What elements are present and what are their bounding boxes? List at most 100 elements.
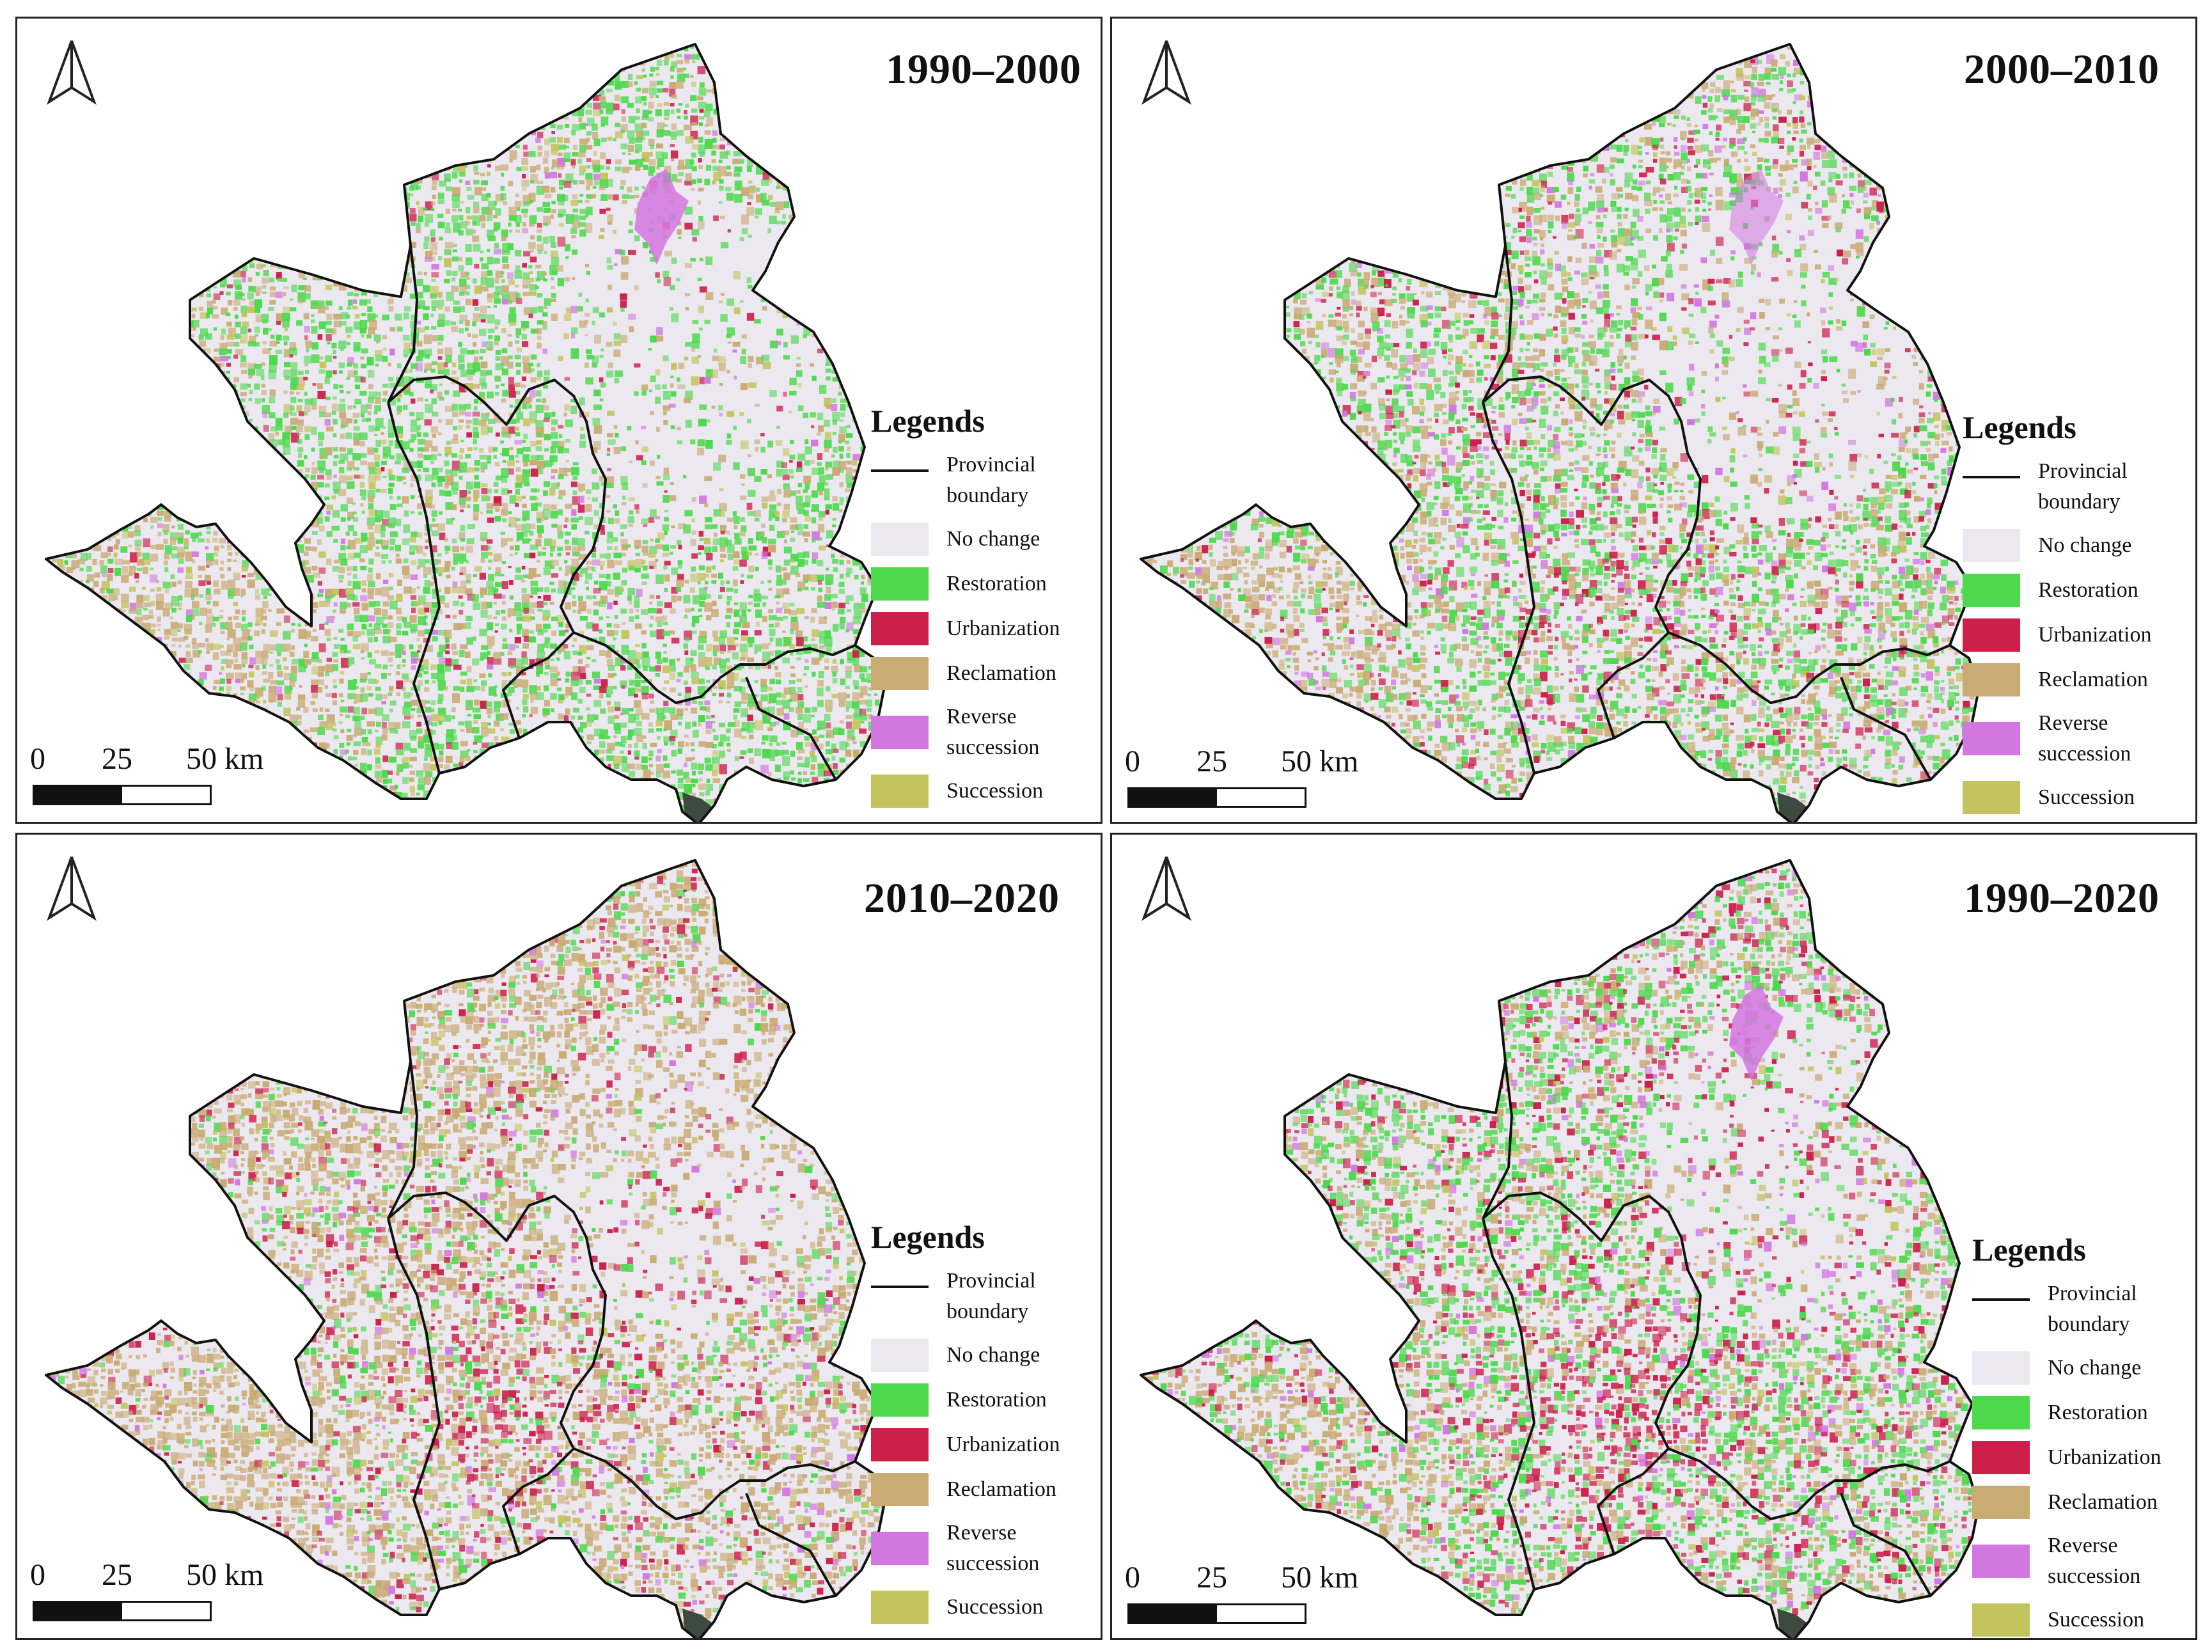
legend-title: Legends xyxy=(1963,409,2195,446)
legend-label: Reverse succession xyxy=(946,702,1094,763)
scale-label: 0 xyxy=(30,1557,45,1593)
legend-label: Provincial boundary xyxy=(946,450,1094,511)
legend-item: Reclamation xyxy=(1972,1486,2195,1519)
legend-label: Provincial boundary xyxy=(2048,1278,2195,1340)
scale-bar-graphic xyxy=(33,785,212,805)
legend-item: Urbanization xyxy=(1963,618,2195,652)
legend-label: Restoration xyxy=(2048,1397,2195,1428)
scale-label: 0 xyxy=(1125,744,1140,779)
legend-item: Restoration xyxy=(871,1383,1101,1417)
provincial-boundary-inner xyxy=(1840,1493,1932,1596)
legend-item: Urbanization xyxy=(871,612,1101,645)
legend-swatch xyxy=(1972,1545,2030,1578)
land-change-raster xyxy=(46,44,884,822)
provincial-boundary-inner xyxy=(387,1192,607,1449)
legend-swatch xyxy=(871,1383,929,1417)
scale-label: 25 xyxy=(102,1557,132,1593)
reservoir-area xyxy=(634,169,689,265)
provincial-boundary-inner xyxy=(502,1447,575,1555)
reservoir-area xyxy=(1729,985,1784,1081)
provincial-boundary-inner xyxy=(1482,375,1702,633)
legend-label: Urbanization xyxy=(2048,1442,2195,1473)
legend-item: No change xyxy=(871,1339,1101,1372)
legend: Legends Provincial boundary No change Resto… xyxy=(871,402,1101,819)
scale-bar-graphic xyxy=(1127,1603,1306,1624)
legend-item: Provincial boundary xyxy=(1963,456,2195,517)
map-panel-2010-2020: 2010–2020 Legends Provincial boundary No c… xyxy=(15,833,1102,1640)
legend-label: Succession xyxy=(2048,1605,2195,1635)
legend-item: Reclamation xyxy=(871,1473,1101,1506)
land-change-raster xyxy=(1141,44,1979,822)
legend-label: Succession xyxy=(2038,782,2185,813)
legend-title: Legends xyxy=(1972,1231,2195,1268)
provincial-boundary-outer xyxy=(45,43,885,822)
legend-swatch xyxy=(871,1591,929,1624)
scale-bar-graphic xyxy=(33,1601,212,1621)
legend-swatch xyxy=(871,1339,929,1372)
provincial-boundary-inner xyxy=(1597,631,1670,739)
legend-label: Provincial boundary xyxy=(946,1266,1094,1327)
map-canvas xyxy=(45,43,885,822)
scale-label: 50 km xyxy=(1281,744,1358,779)
panel-title: 2000–2010 xyxy=(1964,45,2160,94)
provincial-boundary-inner xyxy=(573,1447,856,1520)
legend-swatch xyxy=(1972,1603,2030,1637)
legend-swatch xyxy=(871,1473,929,1506)
legend-label: Reclamation xyxy=(2038,665,2185,695)
panel-title: 1990–2020 xyxy=(1964,874,2160,923)
legend-label: Provincial boundary xyxy=(2038,456,2185,517)
legend-title: Legends xyxy=(871,1218,1101,1255)
legend-label: Urbanization xyxy=(946,1429,1094,1460)
north-arrow-icon xyxy=(47,856,97,921)
provincial-boundary-inner xyxy=(1840,677,1932,780)
legend-item: Restoration xyxy=(1972,1396,2195,1429)
legend-label: Restoration xyxy=(946,1385,1094,1415)
panel-title: 2010–2020 xyxy=(864,874,1060,923)
scale-label: 25 xyxy=(102,741,132,776)
legend-swatch xyxy=(1963,722,2020,755)
legend-swatch xyxy=(871,1286,929,1288)
provincial-boundary-inner xyxy=(1482,245,1513,403)
legend-item: Urbanization xyxy=(871,1428,1101,1461)
legend-swatch xyxy=(871,657,929,690)
provincial-boundary-outer xyxy=(1140,43,1980,822)
legend-item: Reverse succession xyxy=(871,1518,1101,1579)
legend-item: No change xyxy=(1963,529,2195,562)
legend-label: Reclamation xyxy=(946,658,1094,689)
provincial-boundary-inner xyxy=(387,245,418,403)
legend: Legends Provincial boundary No change Resto… xyxy=(1963,409,2195,822)
scale-bar-graphic xyxy=(1127,787,1306,808)
legend-item: Reclamation xyxy=(1963,663,2195,696)
provincial-boundary-inner xyxy=(745,677,837,780)
legend-item: Reverse succession xyxy=(871,702,1101,763)
legend-item: Succession xyxy=(871,775,1101,808)
legend-title: Legends xyxy=(871,402,1101,439)
legend-item: Reclamation xyxy=(871,657,1101,690)
provincial-boundary-inner xyxy=(1482,1218,1535,1590)
provincial-boundary-inner xyxy=(1668,631,1950,704)
legend: Legends Provincial boundary No change Resto… xyxy=(1972,1231,2195,1638)
legend-item: Provincial boundary xyxy=(871,1266,1101,1327)
map-canvas xyxy=(45,859,885,1638)
legend-label: Reverse succession xyxy=(946,1518,1094,1579)
provincial-boundary-inner xyxy=(502,631,575,739)
legend-item: Succession xyxy=(1972,1603,2195,1637)
scale-label: 50 km xyxy=(186,741,263,776)
legend-swatch xyxy=(1963,574,2020,607)
legend-item: No change xyxy=(1972,1351,2195,1385)
legend-item: Restoration xyxy=(1963,574,2195,607)
legend-item: Reverse succession xyxy=(1963,708,2195,769)
legend-swatch xyxy=(871,775,929,808)
legend-item: Provincial boundary xyxy=(871,450,1101,511)
legend-label: Succession xyxy=(946,1592,1094,1623)
scale-bar: 0 25 50 km xyxy=(30,1557,263,1628)
legend-swatch xyxy=(1963,476,2020,478)
legend-swatch xyxy=(871,1428,929,1461)
provincial-boundary-inner xyxy=(387,375,607,633)
legend-swatch xyxy=(871,716,929,749)
scale-bar: 0 25 50 km xyxy=(1125,744,1358,814)
scale-label: 0 xyxy=(1125,1560,1140,1595)
scale-label: 50 km xyxy=(186,1557,263,1593)
legend-label: Restoration xyxy=(2038,575,2185,606)
legend-item: Provincial boundary xyxy=(1972,1278,2195,1340)
